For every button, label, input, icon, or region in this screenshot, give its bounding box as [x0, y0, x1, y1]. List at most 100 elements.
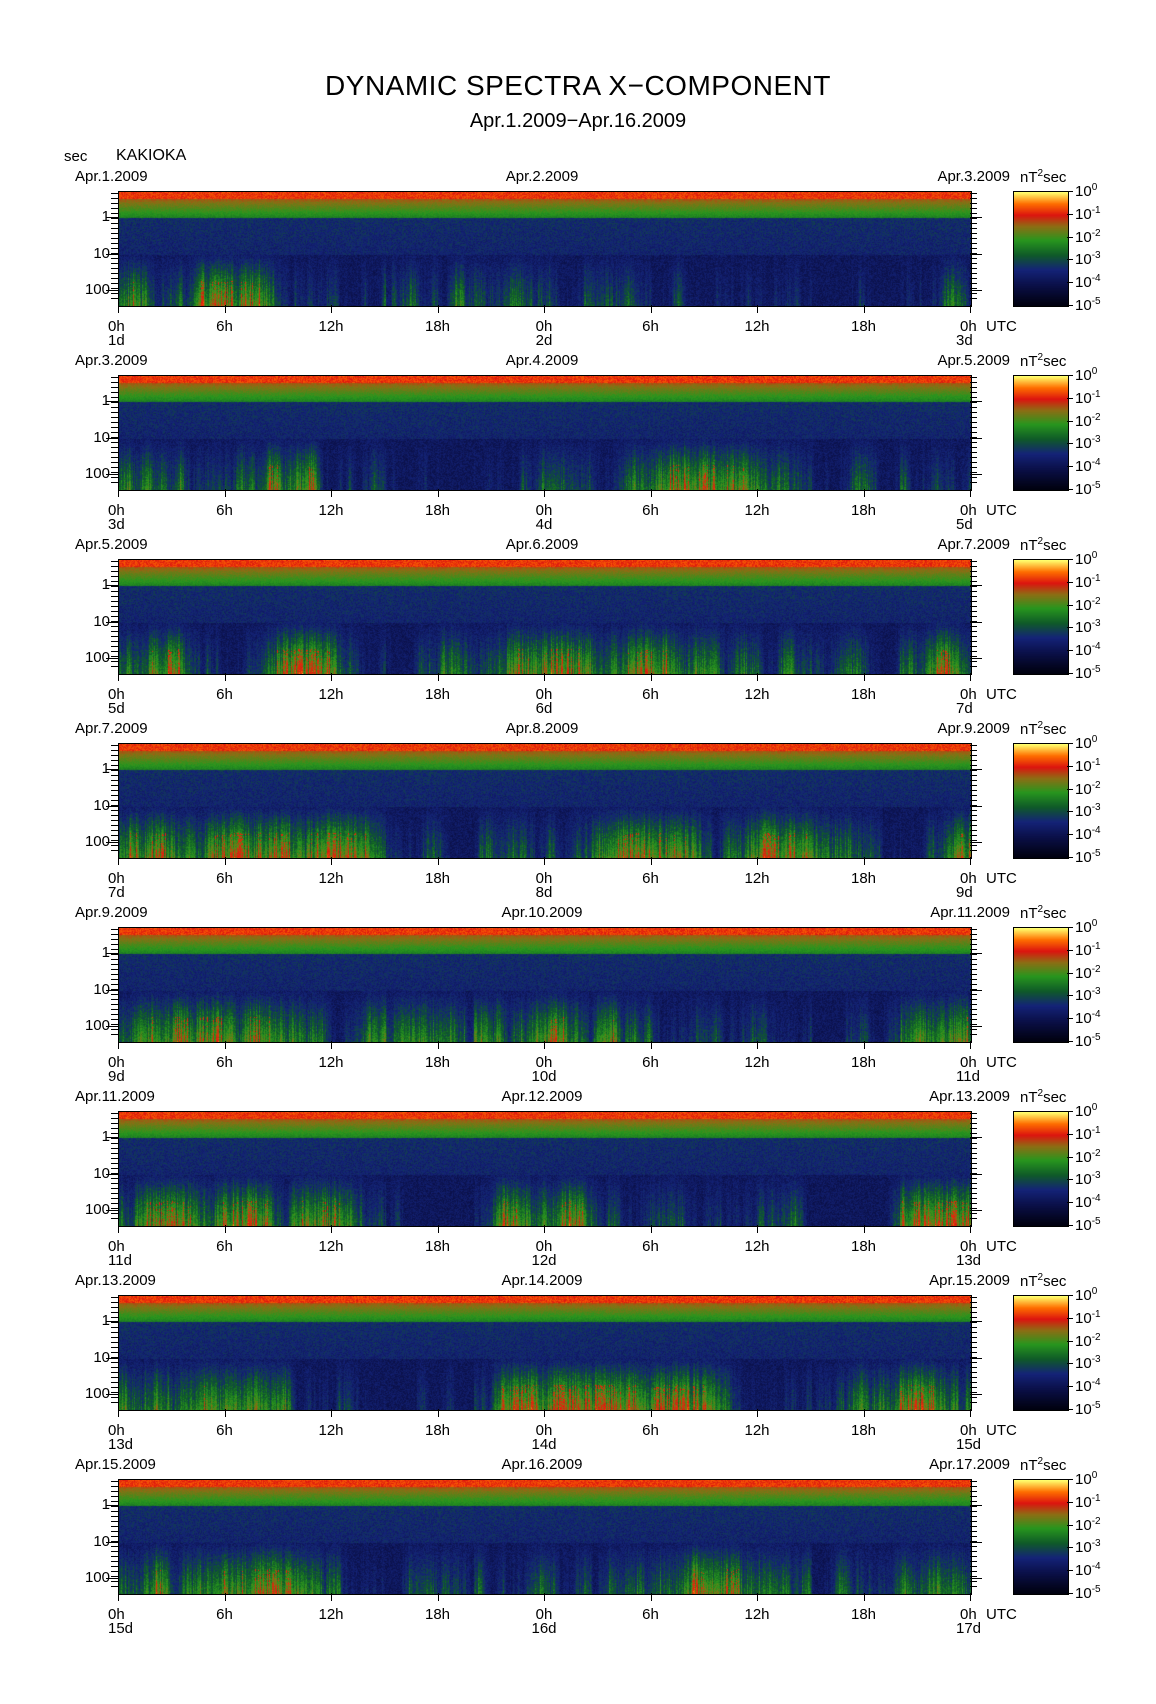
colorbar-tick-base: 10	[1075, 941, 1092, 959]
axis-tick	[111, 1397, 118, 1398]
axis-tick	[970, 213, 977, 214]
axis-tick	[970, 1541, 982, 1543]
axis-tick	[1067, 1295, 1073, 1296]
axis-tick	[111, 482, 118, 483]
axis-tick	[111, 1387, 118, 1388]
axis-tick	[970, 673, 971, 681]
axis-tick	[111, 223, 118, 224]
axis-tick	[331, 857, 332, 865]
axis-tick	[111, 412, 118, 413]
axis-tick	[757, 1593, 758, 1601]
x-tick-label: 6h	[642, 870, 659, 887]
axis-tick	[106, 989, 118, 991]
axis-tick	[970, 770, 977, 771]
x-tick-label: 12h	[744, 1054, 770, 1071]
day-label: 6d	[535, 700, 553, 717]
x-tick-label: 12h	[318, 870, 344, 887]
axis-tick	[111, 1138, 118, 1139]
axis-tick	[970, 387, 977, 388]
axis-tick	[111, 298, 118, 299]
axis-tick	[1067, 1156, 1073, 1158]
panel-right-date: Apr.7.2009	[937, 536, 1010, 553]
axis-tick	[970, 437, 977, 438]
axis-tick	[970, 769, 982, 771]
colorbar-tick-exp: 0	[1091, 918, 1098, 929]
axis-tick	[437, 305, 439, 313]
x-tick-label: 18h	[850, 502, 877, 519]
colorbar-tick-label: 100	[1075, 735, 1097, 752]
colorbar-tick-label: 10-2	[1075, 964, 1101, 981]
axis-tick	[111, 1193, 118, 1194]
x-tick-label: 18h	[424, 1054, 451, 1071]
x-tick-label: 0h	[960, 1606, 977, 1623]
colorbar-tick-label: 100	[1075, 367, 1097, 384]
axis-tick	[111, 616, 118, 617]
axis-tick	[118, 673, 119, 681]
axis-tick	[863, 857, 865, 865]
axis-tick	[1067, 1593, 1073, 1594]
axis-tick	[111, 208, 118, 209]
axis-tick	[224, 673, 226, 681]
x-tick-label: 18h	[424, 1238, 451, 1255]
x-tick-label: 12h	[318, 1422, 344, 1439]
axis-tick	[111, 1402, 118, 1403]
axis-tick	[970, 765, 977, 766]
y-tick-label: 100	[84, 465, 110, 483]
axis-tick	[970, 462, 977, 463]
colorbar	[1013, 559, 1069, 675]
x-tick-label: 12h	[318, 1238, 344, 1255]
colorbar-tick-base: 10	[1075, 826, 1092, 844]
axis-tick	[970, 1491, 977, 1492]
x-tick-label: 12h	[744, 318, 770, 335]
axis-tick	[111, 775, 118, 776]
axis-tick	[970, 591, 977, 592]
day-label: 11d	[956, 1068, 980, 1085]
axis-tick	[111, 1392, 118, 1393]
colorbar-tick-exp: -1	[1091, 1308, 1101, 1320]
colorbar-tick-label: 10-5	[1075, 849, 1101, 866]
axis-tick	[970, 1586, 977, 1587]
colorbar-tick-exp: -4	[1091, 641, 1101, 653]
axis-tick	[111, 561, 118, 562]
axis-tick	[111, 1019, 118, 1020]
colorbar-unit-tail: sec	[1043, 1457, 1067, 1474]
day-label: 3d	[108, 516, 125, 533]
colorbar-tick-base: 10	[1075, 1332, 1092, 1350]
axis-tick	[970, 780, 977, 781]
colorbar-tick-label: 10-1	[1075, 204, 1101, 223]
axis-tick	[111, 1342, 118, 1343]
axis-tick	[118, 1041, 119, 1049]
axis-tick	[970, 401, 982, 403]
axis-tick	[970, 477, 977, 478]
axis-tick	[970, 1561, 977, 1562]
axis-tick	[1067, 627, 1073, 629]
y-tick-label: 10	[93, 1348, 110, 1366]
x-tick-label: 6h	[216, 1238, 233, 1255]
axis-tick	[970, 1516, 977, 1517]
axis-tick	[970, 959, 977, 960]
colorbar-tick-label: 10-1	[1075, 757, 1101, 774]
axis-tick	[111, 442, 118, 443]
axis-tick	[970, 999, 977, 1000]
colorbar-tick-exp: -2	[1091, 227, 1101, 239]
axis-tick	[1067, 1409, 1073, 1410]
axis-tick	[111, 1168, 118, 1169]
colorbar-tick-exp: -1	[1091, 204, 1101, 216]
axis-tick	[970, 412, 977, 413]
colorbar-tick-base: 10	[1075, 205, 1092, 223]
colorbar	[1013, 191, 1069, 307]
axis-tick	[111, 1004, 118, 1005]
axis-tick	[111, 1541, 118, 1542]
axis-tick	[111, 805, 118, 806]
axis-tick	[111, 1516, 118, 1517]
axis-tick	[1067, 236, 1073, 238]
axis-tick	[331, 673, 332, 681]
axis-tick	[1067, 972, 1073, 974]
axis-tick	[970, 745, 977, 746]
x-tick-label: 12h	[318, 318, 344, 335]
axis-tick	[970, 641, 977, 642]
axis-tick	[111, 258, 118, 259]
axis-tick	[970, 290, 982, 292]
day-label: 13d	[956, 1252, 982, 1269]
x-tick-label: 6h	[216, 870, 233, 887]
